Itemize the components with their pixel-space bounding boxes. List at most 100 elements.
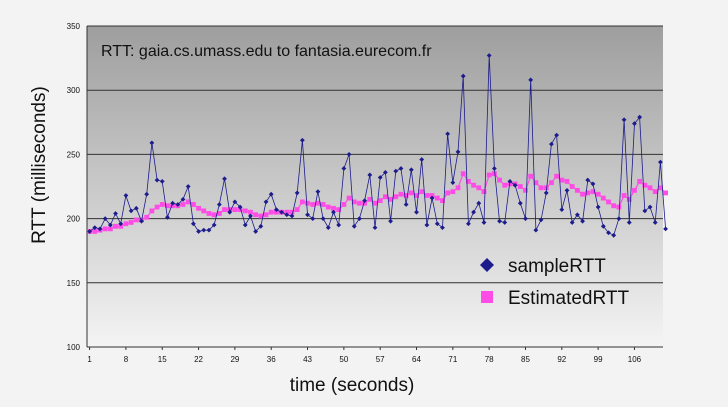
- data-point-samplertt: [398, 166, 404, 171]
- data-point-estimatedrtt: [652, 189, 658, 195]
- data-point-samplertt: [320, 216, 326, 221]
- data-point-estimatedrtt: [398, 191, 404, 197]
- data-point-estimatedrtt: [455, 185, 461, 191]
- data-point-samplertt: [528, 77, 534, 83]
- data-point-samplertt: [523, 216, 528, 221]
- data-point-estimatedrtt: [523, 187, 528, 193]
- x-tick-label: 29: [230, 355, 239, 364]
- data-point-estimatedrtt: [367, 196, 373, 202]
- data-point-estimatedrtt: [502, 182, 508, 188]
- data-point-samplertt: [460, 73, 466, 79]
- data-point-estimatedrtt: [144, 214, 150, 220]
- data-point-estimatedrtt: [258, 213, 264, 219]
- x-tick-label: 43: [303, 355, 312, 364]
- data-point-estimatedrtt: [528, 173, 534, 179]
- data-point-estimatedrtt: [222, 207, 227, 213]
- data-point-samplertt: [222, 176, 227, 182]
- data-point-estimatedrtt: [388, 196, 393, 202]
- x-tick-label: 57: [376, 355, 385, 364]
- data-point-samplertt: [538, 217, 544, 223]
- data-point-samplertt: [341, 166, 347, 171]
- data-point-samplertt: [185, 184, 191, 189]
- data-point-estimatedrtt: [606, 199, 611, 205]
- data-point-samplertt: [585, 177, 591, 183]
- data-point-estimatedrtt: [190, 202, 196, 207]
- chart-title: RTT: gaia.cs.umass.edu to fantasia.eurec…: [101, 43, 432, 60]
- data-point-samplertt: [471, 209, 476, 215]
- data-point-samplertt: [559, 207, 565, 213]
- data-point-samplertt: [268, 191, 274, 197]
- data-point-samplertt: [497, 218, 502, 224]
- data-point-estimatedrtt: [346, 195, 352, 201]
- data-point-estimatedrtt: [429, 193, 435, 198]
- y-tick-label: 100: [67, 343, 81, 352]
- data-point-estimatedrtt: [305, 200, 310, 206]
- legend-marker-samplertt: [480, 258, 494, 272]
- x-tick-label: 71: [448, 355, 457, 364]
- data-point-samplertt: [237, 204, 243, 210]
- data-point-estimatedrtt: [642, 182, 648, 188]
- data-point-estimatedrtt: [621, 193, 627, 198]
- data-point-samplertt: [502, 220, 508, 225]
- data-point-estimatedrtt: [92, 229, 98, 234]
- data-point-estimatedrtt: [237, 207, 243, 213]
- data-point-samplertt: [154, 177, 160, 183]
- data-point-estimatedrtt: [424, 193, 430, 198]
- x-tick-label: 85: [521, 355, 530, 364]
- data-point-samplertt: [408, 167, 414, 173]
- data-point-estimatedrtt: [595, 191, 601, 197]
- data-point-estimatedrtt: [445, 190, 451, 196]
- data-point-samplertt: [419, 157, 425, 162]
- data-point-samplertt: [574, 212, 580, 218]
- data-point-estimatedrtt: [227, 207, 233, 213]
- data-point-estimatedrtt: [320, 202, 326, 207]
- data-point-estimatedrtt: [600, 195, 606, 201]
- data-point-samplertt: [512, 182, 518, 188]
- data-point-estimatedrtt: [123, 221, 129, 227]
- data-point-estimatedrtt: [491, 171, 497, 177]
- data-point-samplertt: [346, 152, 352, 157]
- data-point-estimatedrtt: [118, 223, 124, 229]
- data-point-estimatedrtt: [284, 209, 290, 215]
- data-point-samplertt: [445, 131, 451, 137]
- data-point-samplertt: [242, 222, 248, 228]
- data-point-samplertt: [486, 53, 492, 58]
- data-point-samplertt: [429, 195, 435, 201]
- data-point-estimatedrtt: [585, 190, 591, 196]
- data-point-samplertt: [517, 200, 523, 206]
- y-tick-labels: 100 150 200 250 300 350: [67, 22, 81, 352]
- data-point-samplertt: [580, 218, 585, 224]
- data-point-samplertt: [543, 190, 549, 196]
- data-point-estimatedrtt: [377, 198, 383, 204]
- data-point-estimatedrtt: [476, 185, 482, 191]
- x-tick-label: 99: [594, 355, 603, 364]
- data-point-samplertt: [170, 200, 176, 206]
- data-point-estimatedrtt: [268, 209, 274, 215]
- data-point-samplertt: [175, 202, 181, 207]
- data-point-samplertt: [491, 166, 497, 171]
- data-point-samplertt: [196, 229, 201, 234]
- data-point-samplertt: [336, 222, 342, 228]
- data-point-samplertt: [315, 189, 321, 195]
- x-tick-label: 50: [339, 355, 348, 364]
- data-point-samplertt: [663, 226, 668, 232]
- data-point-samplertt: [211, 222, 217, 228]
- x-tick-label: 36: [267, 355, 276, 364]
- data-point-estimatedrtt: [133, 217, 139, 223]
- data-point-samplertt: [595, 204, 601, 210]
- data-point-samplertt: [632, 121, 637, 126]
- data-point-estimatedrtt: [357, 200, 362, 206]
- y-tick-label: 300: [67, 86, 81, 95]
- data-point-estimatedrtt: [294, 207, 300, 213]
- data-point-estimatedrtt: [626, 196, 632, 202]
- data-point-estimatedrtt: [663, 190, 668, 196]
- data-point-estimatedrtt: [128, 220, 134, 225]
- data-point-estimatedrtt: [331, 205, 336, 211]
- data-point-samplertt: [642, 208, 648, 214]
- data-point-estimatedrtt: [554, 173, 560, 179]
- data-point-samplertt: [279, 209, 284, 215]
- data-point-samplertt: [382, 169, 388, 175]
- data-point-estimatedrtt: [460, 171, 466, 177]
- legend: sampleRTT EstimatedRTT: [480, 256, 629, 309]
- data-point-samplertt: [165, 214, 170, 220]
